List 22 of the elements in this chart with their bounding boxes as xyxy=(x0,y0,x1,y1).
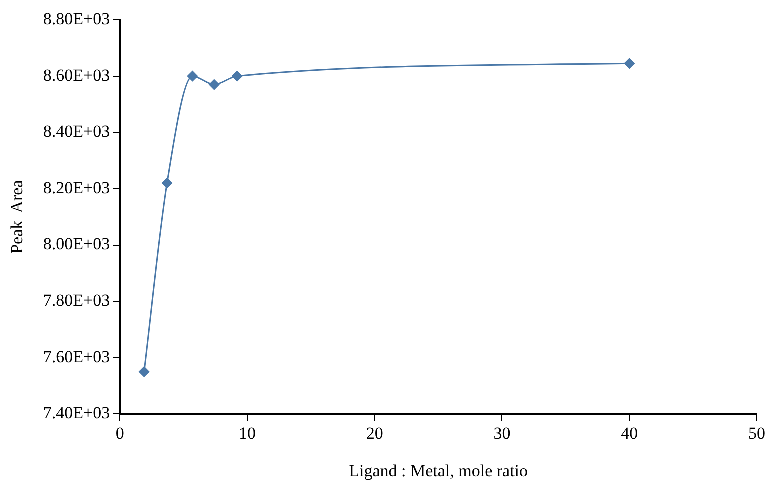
point xyxy=(232,71,243,82)
point xyxy=(209,80,220,90)
y-tick-label: 8.40E+03 xyxy=(43,122,110,142)
x-axis-title: Ligand : Metal, mole ratio xyxy=(349,461,528,480)
y-axis-title: Peak Area xyxy=(8,180,27,254)
y-tick-label: 7.60E+03 xyxy=(43,347,110,366)
y-tick-label: 7.80E+03 xyxy=(43,291,110,310)
point xyxy=(187,71,198,82)
point xyxy=(624,58,635,69)
y-tick-label: 8.80E+03 xyxy=(43,9,110,28)
y-tick-label: 8.20E+03 xyxy=(43,178,110,198)
x-tick-label: 20 xyxy=(366,424,384,443)
x-tick-label: 30 xyxy=(494,424,511,443)
x-tick-label: 10 xyxy=(238,424,256,443)
x-tick-label: 0 xyxy=(116,424,124,443)
x-tick-label: 40 xyxy=(621,424,638,443)
y-tick-label: 7.40E+03 xyxy=(43,404,110,423)
point xyxy=(162,178,172,189)
y-tick-label: 8.00E+03 xyxy=(43,234,110,254)
x-tick-label: 50 xyxy=(748,424,766,443)
point xyxy=(139,366,150,378)
y-tick-label: 8.60E+03 xyxy=(43,66,110,85)
